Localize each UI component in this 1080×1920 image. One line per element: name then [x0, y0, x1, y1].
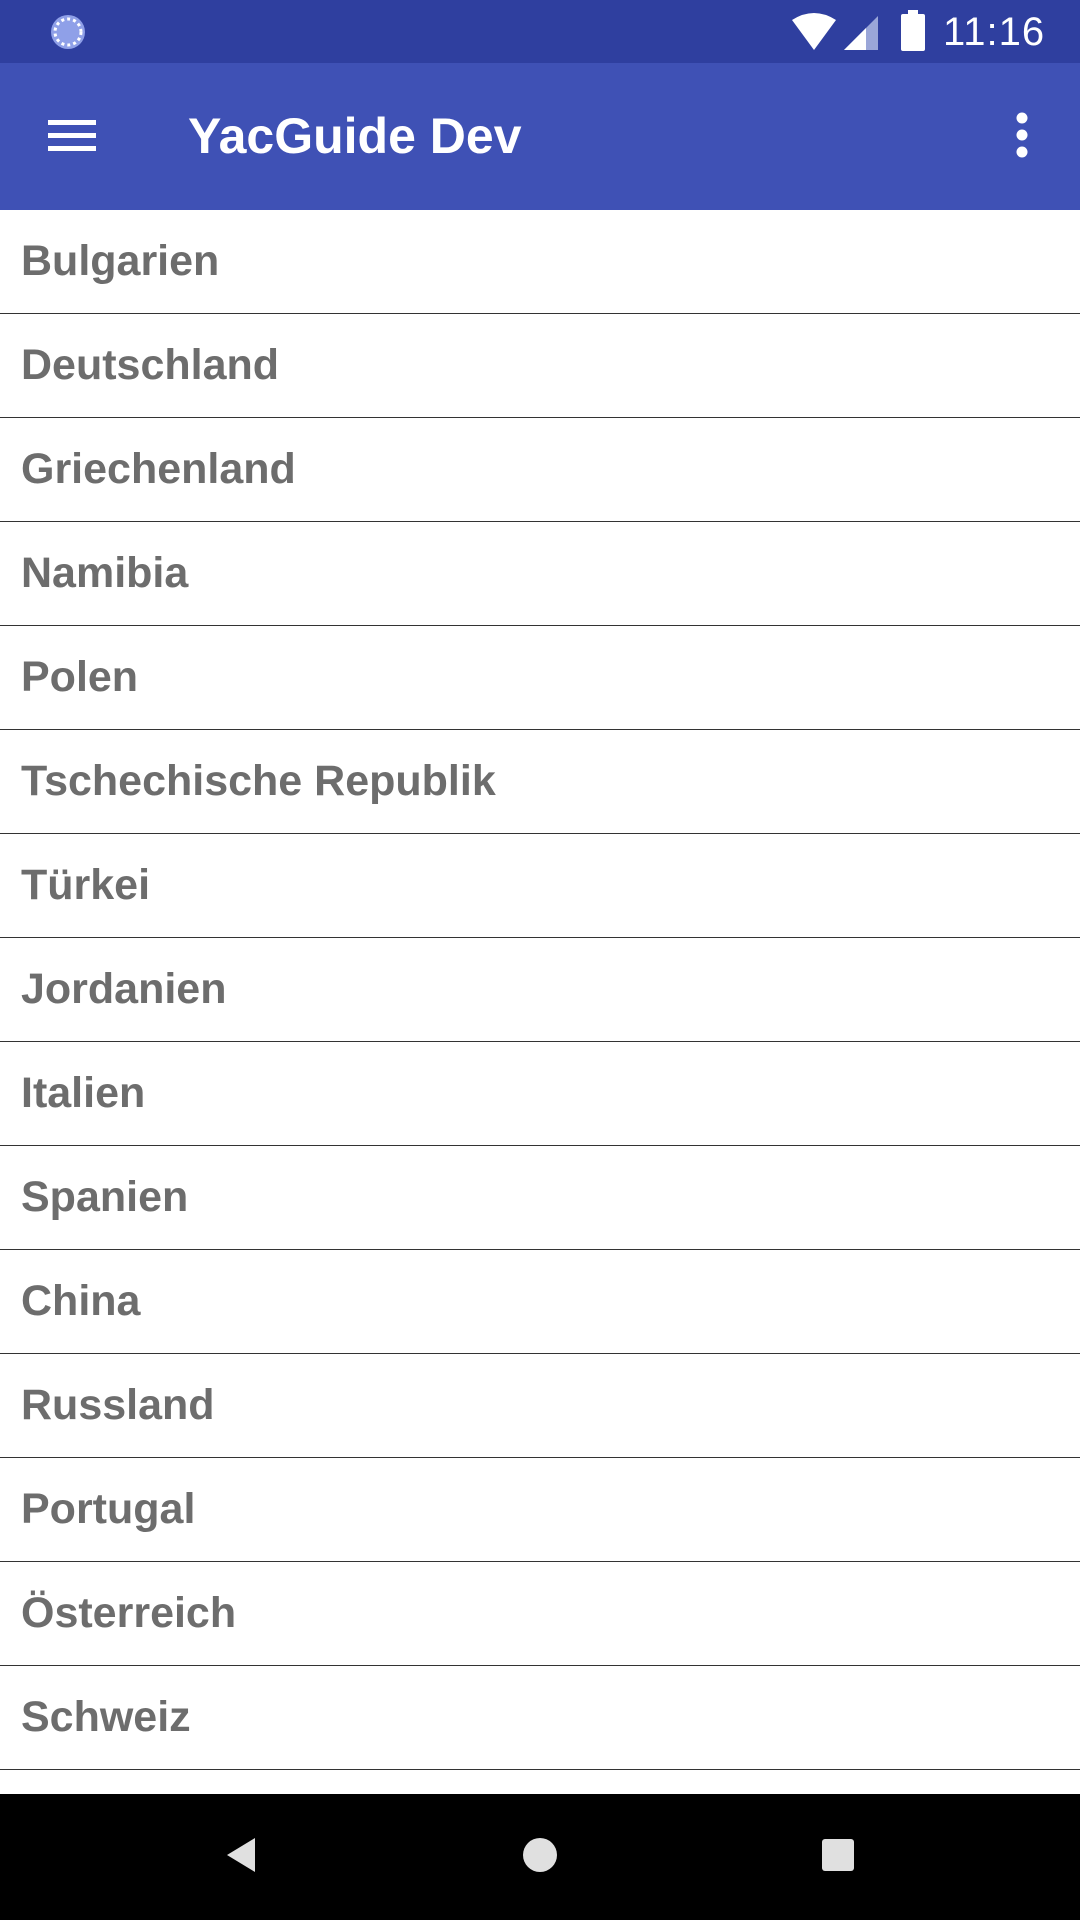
list-item[interactable]: Italien — [0, 1042, 1080, 1146]
status-bar: 11:16 — [0, 0, 1080, 63]
recents-icon — [820, 1837, 856, 1878]
app-bar: YacGuide Dev — [0, 63, 1080, 210]
home-icon — [520, 1835, 560, 1880]
list-item[interactable]: Tschechische Republik — [0, 730, 1080, 834]
back-button[interactable] — [201, 1817, 281, 1897]
list-item[interactable]: Russland — [0, 1354, 1080, 1458]
list-item[interactable]: Polen — [0, 626, 1080, 730]
signal-icon — [842, 12, 882, 52]
list-item[interactable]: Schweiz — [0, 1666, 1080, 1770]
list-item[interactable]: Deutschland — [0, 314, 1080, 418]
more-vert-icon — [1015, 112, 1029, 163]
list-item[interactable]: Spanien — [0, 1146, 1080, 1250]
list-item[interactable]: China — [0, 1250, 1080, 1354]
app-title: YacGuide Dev — [188, 108, 522, 164]
status-time: 11:16 — [943, 10, 1046, 54]
list-item[interactable]: Türkei — [0, 834, 1080, 938]
hamburger-menu-icon — [46, 115, 98, 160]
wifi-icon — [790, 12, 838, 52]
list-item[interactable]: Bulgarien — [0, 210, 1080, 314]
list-item[interactable]: Griechenland — [0, 418, 1080, 522]
list-item[interactable]: Jordanien — [0, 938, 1080, 1042]
list-item[interactable]: Österreich — [0, 1562, 1080, 1666]
home-button[interactable] — [500, 1817, 580, 1897]
sync-icon — [48, 12, 88, 52]
battery-icon — [900, 10, 926, 52]
back-icon — [223, 1835, 259, 1880]
list-item[interactable]: Portugal — [0, 1458, 1080, 1562]
navigation-bar — [0, 1794, 1080, 1920]
menu-button[interactable] — [30, 95, 114, 179]
overflow-menu-button[interactable] — [990, 95, 1054, 179]
recents-button[interactable] — [798, 1817, 878, 1897]
country-list: Bulgarien Deutschland Griechenland Namib… — [0, 210, 1080, 1794]
list-item[interactable]: Namibia — [0, 522, 1080, 626]
